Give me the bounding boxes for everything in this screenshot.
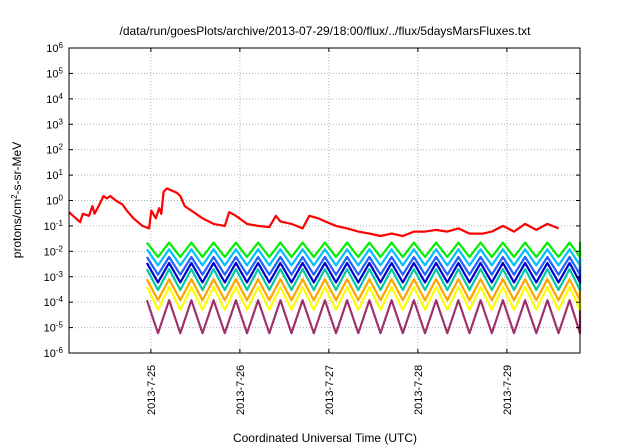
series-line bbox=[146, 241, 582, 259]
y-tick-label: 10-1 bbox=[44, 218, 64, 233]
x-tick-label: 2013-7-25 bbox=[146, 365, 158, 415]
y-tick-label: 106 bbox=[46, 41, 63, 56]
x-tick-label: 2013-7-26 bbox=[235, 365, 247, 415]
series-line bbox=[145, 285, 582, 311]
y-tick-label: 100 bbox=[46, 193, 63, 208]
series-layer bbox=[68, 187, 582, 335]
series-line bbox=[145, 299, 582, 335]
x-tick-label: 2013-7-28 bbox=[413, 365, 425, 415]
y-tick-label: 10-6 bbox=[44, 346, 64, 361]
x-axis-label: Coordinated Universal Time (UTC) bbox=[233, 431, 417, 445]
x-tick-label: 2013-7-27 bbox=[324, 365, 336, 415]
y-tick-label: 104 bbox=[46, 91, 63, 106]
chart-title: /data/run/goesPlots/archive/2013-07-29/1… bbox=[120, 24, 532, 38]
series-line bbox=[145, 261, 582, 284]
x-axis: 2013-7-25 2013-7-26 2013-7-27 2013-7-28 2013… bbox=[146, 48, 514, 415]
y-tick-label: 101 bbox=[46, 168, 63, 183]
y-tick-label: 103 bbox=[46, 117, 63, 132]
y-tick-label: 10-3 bbox=[44, 269, 64, 284]
y-tick-label: 105 bbox=[46, 66, 63, 81]
y-tick-label: 102 bbox=[46, 142, 63, 157]
series-line-red bbox=[68, 187, 559, 238]
series-line bbox=[145, 248, 582, 267]
series-line bbox=[145, 278, 582, 302]
y-axis-label: protons/cm2-s-sr-MeV bbox=[10, 142, 25, 258]
y-tick-label: 10-2 bbox=[44, 244, 64, 258]
y-tick-label: 10-4 bbox=[44, 295, 64, 310]
x-tick-label: 2013-7-29 bbox=[502, 365, 514, 415]
series-line bbox=[145, 268, 582, 292]
y-tick-label: 10-5 bbox=[44, 320, 64, 335]
grid bbox=[69, 48, 580, 353]
y-axis: 10-6 10-5 10-4 10-3 10-2 10-1 100 101 102 103 104 1… bbox=[44, 41, 580, 361]
series-line bbox=[145, 255, 582, 276]
